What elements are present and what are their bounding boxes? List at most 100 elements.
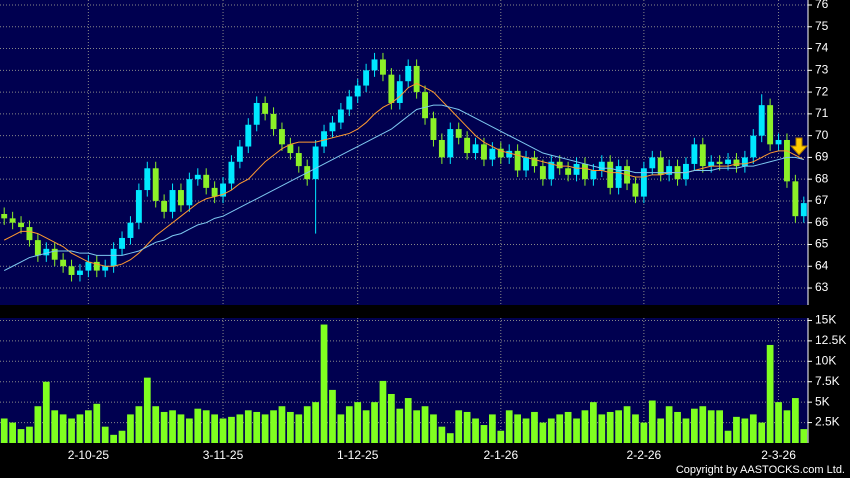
volume-bar xyxy=(724,430,732,443)
candle-body xyxy=(119,237,125,249)
candle-body xyxy=(607,161,614,188)
volume-bar xyxy=(362,410,370,443)
volume-bar xyxy=(0,418,8,443)
volume-bar xyxy=(202,410,210,443)
candle-body xyxy=(447,129,454,158)
volume-bar xyxy=(489,414,496,443)
y-tick-label: 12.5K xyxy=(815,333,846,347)
candle-body xyxy=(135,190,142,223)
volume-bar xyxy=(430,414,437,443)
volume-bar xyxy=(253,411,261,443)
candle-body xyxy=(741,157,748,167)
volume-bar xyxy=(421,406,429,443)
candle-body xyxy=(523,157,529,171)
candle-body xyxy=(767,105,774,145)
volume-bar xyxy=(236,414,244,443)
volume-bar xyxy=(26,426,33,443)
volume-bar xyxy=(295,414,303,443)
volume-bar xyxy=(573,418,580,443)
volume-bar xyxy=(345,406,353,443)
volume-bar xyxy=(648,400,656,443)
y-tick-label: 73 xyxy=(815,62,829,76)
volume-bar xyxy=(733,416,740,443)
y-tick-label: 69 xyxy=(815,150,829,164)
volume-bar xyxy=(741,418,749,443)
candle-body xyxy=(666,166,673,175)
candle-body xyxy=(93,261,100,271)
candle-body xyxy=(60,259,67,267)
volume-bar xyxy=(665,406,673,443)
x-tick-label: 2-1-26 xyxy=(483,448,518,462)
volume-bar xyxy=(758,422,766,443)
candle-body xyxy=(708,161,715,167)
y-tick-label: 68 xyxy=(815,171,829,185)
candle-body xyxy=(556,161,563,169)
volume-bar xyxy=(716,410,723,443)
volume-bar xyxy=(9,422,16,443)
volume-bar xyxy=(413,410,420,443)
y-tick-label: 7.5K xyxy=(815,374,840,388)
candle-body xyxy=(598,161,605,171)
volume-bar xyxy=(379,380,387,443)
volume-bar xyxy=(463,411,471,443)
volume-bar xyxy=(505,410,513,443)
candle-body xyxy=(758,105,765,136)
candle-body xyxy=(464,137,471,154)
volume-bar xyxy=(93,403,101,443)
y-tick-label: 71 xyxy=(815,106,829,120)
volume-bar xyxy=(388,393,395,443)
volume-bar xyxy=(303,406,311,443)
candle-body xyxy=(565,168,572,175)
copyright: Copyright by AASTOCKS.com Ltd. xyxy=(676,464,845,476)
volume-bar xyxy=(211,414,218,443)
candle-body xyxy=(539,166,546,180)
y-tick-label: 74 xyxy=(815,41,829,55)
volume-bar xyxy=(514,414,521,443)
candle-body xyxy=(26,227,33,241)
candle-body xyxy=(220,183,226,197)
candle-body xyxy=(590,170,597,180)
volume-bar xyxy=(539,422,547,443)
volume-bar xyxy=(42,381,50,443)
candle-body xyxy=(236,146,243,162)
volume-bar xyxy=(522,418,530,443)
candle-body xyxy=(784,139,790,182)
volume-bar xyxy=(177,414,185,443)
volume-bar xyxy=(51,410,59,443)
candle-body xyxy=(9,218,16,223)
volume-bar xyxy=(581,410,589,443)
volume-bar xyxy=(101,426,109,443)
candle-body xyxy=(354,85,361,97)
candle-body xyxy=(270,113,277,130)
candle-body xyxy=(1,214,8,219)
volume-bar xyxy=(783,410,791,443)
volume-bar xyxy=(371,402,378,443)
candle-body xyxy=(683,163,689,180)
candle-body xyxy=(725,159,731,164)
y-tick-label: 67 xyxy=(815,193,829,207)
volume-bar xyxy=(598,414,606,443)
volume-bar xyxy=(354,402,362,443)
candle-body xyxy=(169,190,176,212)
candle-body xyxy=(287,144,294,154)
volume-bar xyxy=(497,430,505,443)
candle-body xyxy=(396,81,403,103)
y-tick-label: 63 xyxy=(815,280,829,294)
volume-bar xyxy=(632,414,639,443)
candle-body xyxy=(186,179,193,206)
candle-body xyxy=(380,59,386,75)
candle-body xyxy=(792,181,799,217)
candle-body xyxy=(548,161,555,180)
volume-bar xyxy=(329,389,336,443)
volume-bar xyxy=(623,406,631,443)
candle-body xyxy=(573,163,580,175)
volume-bar xyxy=(278,406,286,443)
volume-bar xyxy=(455,410,463,443)
volume-bar xyxy=(792,398,799,443)
volume-bar xyxy=(118,430,126,443)
candle-body xyxy=(329,122,336,132)
candle-body xyxy=(371,59,378,71)
volume-bar xyxy=(85,410,92,443)
volume-bar xyxy=(472,418,479,443)
